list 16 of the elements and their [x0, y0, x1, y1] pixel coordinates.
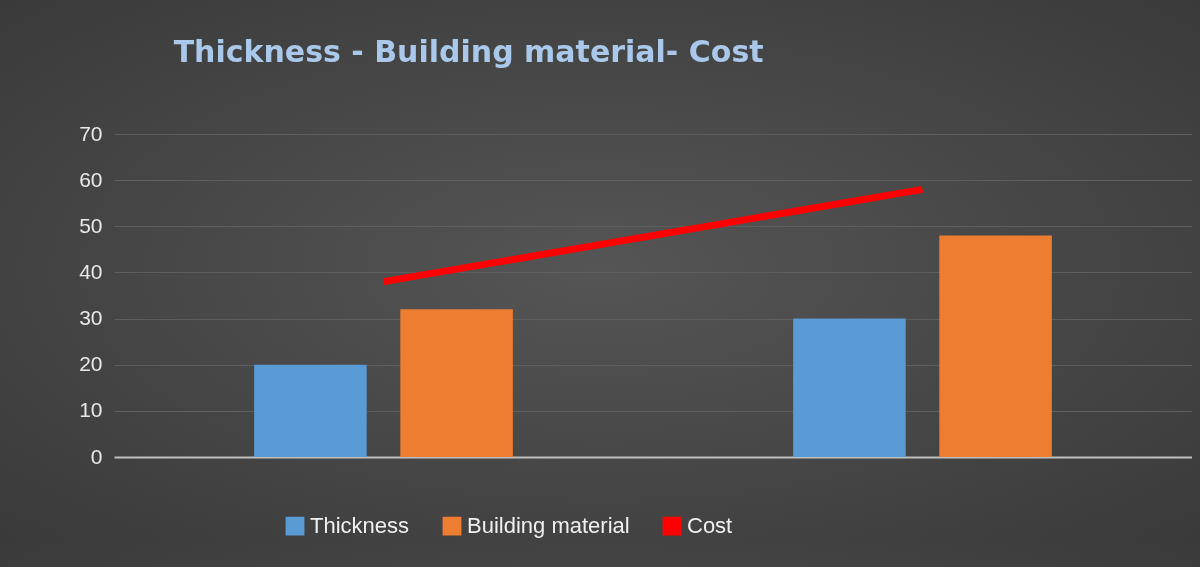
legend-label: Cost	[687, 513, 733, 539]
bar	[939, 235, 1052, 457]
legend-label: Building material	[467, 513, 630, 539]
chart-title: Thickness - Building material- Cost	[173, 34, 764, 69]
y-tick-label: 40	[79, 259, 103, 283]
y-tick-label: 10	[79, 398, 103, 422]
y-tick-label: 70	[79, 121, 103, 145]
y-tick-label: 20	[79, 352, 103, 376]
bar	[793, 318, 906, 457]
y-tick-label: 50	[79, 213, 103, 237]
y-tick-label: 60	[79, 167, 103, 191]
bar	[400, 309, 513, 457]
bar	[254, 364, 367, 457]
legend-label: Thickness	[310, 513, 410, 539]
y-tick-label: 0	[90, 444, 103, 468]
y-tick-label: 30	[79, 306, 103, 330]
